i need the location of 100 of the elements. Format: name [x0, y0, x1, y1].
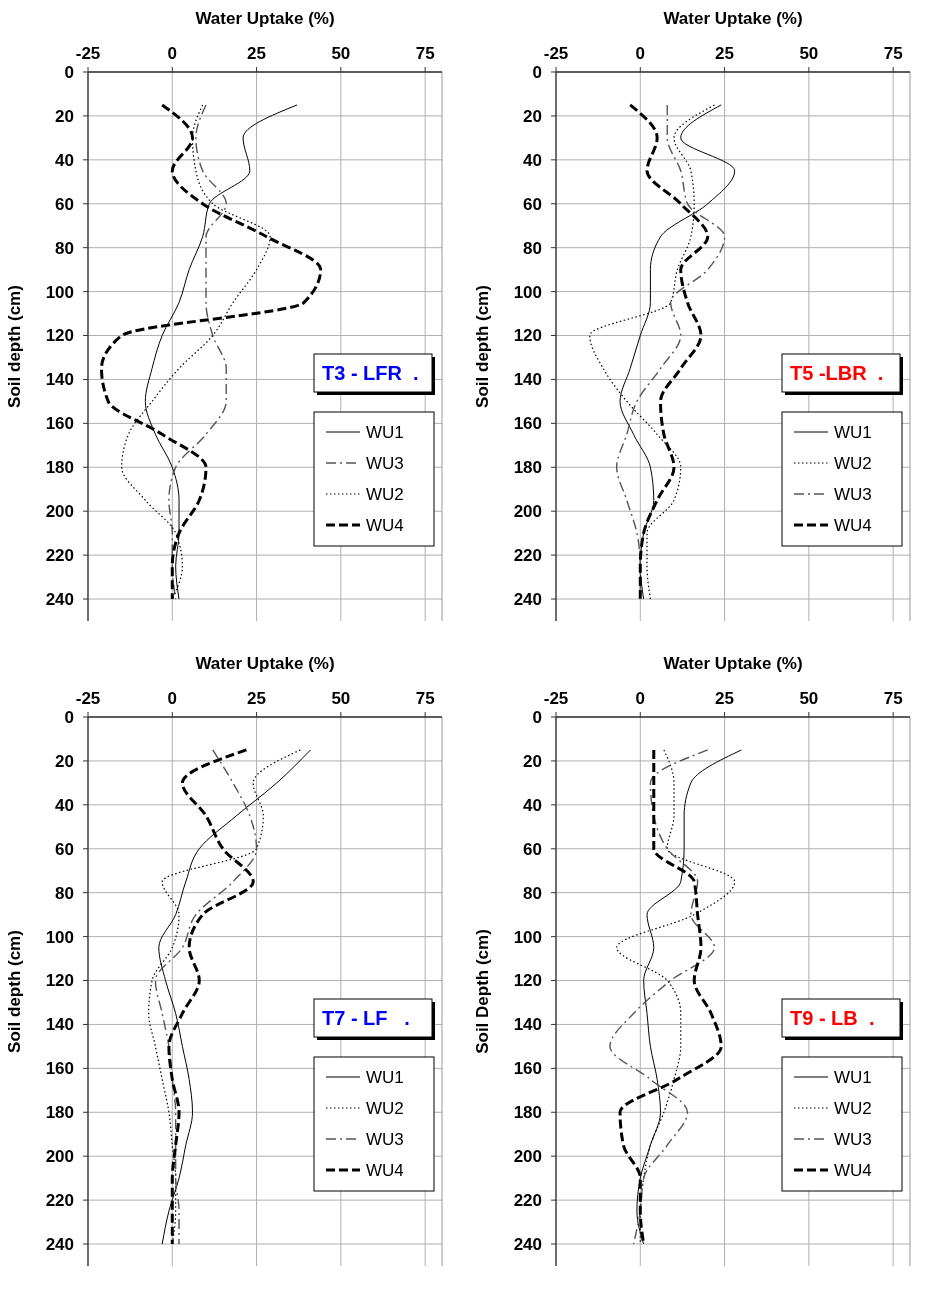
y-tick-label: 60 — [523, 839, 542, 859]
y-tick-label: 60 — [55, 839, 74, 859]
y-tick-label: 60 — [523, 194, 542, 214]
annotation: T7 - LF . — [322, 1007, 410, 1029]
x-tick-label: 0 — [635, 689, 646, 708]
y-tick-label: 100 — [513, 927, 542, 947]
y-tick-label: 20 — [523, 751, 542, 771]
x-axis-title: Water Uptake (%) — [195, 9, 335, 28]
legend-label: WU1 — [834, 1067, 872, 1087]
y-tick-label: 0 — [64, 62, 74, 82]
y-tick-label: 220 — [513, 546, 542, 566]
annotation: T5 -LBR . — [790, 362, 884, 384]
x-tick-label: 75 — [415, 44, 435, 63]
x-tick-label: 75 — [415, 689, 435, 708]
y-tick-label: 200 — [513, 1147, 542, 1167]
y-tick-label: 80 — [55, 883, 74, 903]
legend-label: WU1 — [366, 1067, 404, 1087]
y-tick-label: 200 — [45, 1147, 74, 1167]
y-tick-label: 20 — [523, 106, 542, 126]
y-tick-label: 240 — [513, 589, 542, 609]
y-tick-label: 200 — [45, 502, 74, 522]
y-tick-label: 180 — [45, 458, 74, 478]
legend-label: WU4 — [366, 515, 404, 535]
legend-label: WU1 — [834, 422, 872, 442]
x-tick-label: -25 — [543, 689, 569, 708]
x-tick-label: -25 — [75, 44, 101, 63]
y-tick-label: 0 — [532, 62, 542, 82]
y-tick-label: 60 — [55, 194, 74, 214]
legend-label: WU3 — [834, 484, 872, 504]
y-tick-label: 40 — [523, 795, 542, 815]
y-tick-label: 140 — [45, 370, 74, 390]
y-tick-label: 20 — [55, 751, 74, 771]
y-tick-label: 240 — [45, 1234, 74, 1254]
x-tick-label: 25 — [715, 44, 735, 63]
y-tick-label: 200 — [513, 502, 542, 522]
y-tick-label: 100 — [45, 282, 74, 302]
y-axis-title: Soil depth (cm) — [473, 285, 492, 408]
x-tick-label: 50 — [331, 689, 351, 708]
y-tick-label: 120 — [513, 971, 542, 991]
y-tick-label: 140 — [513, 370, 542, 390]
x-axis-title: Water Uptake (%) — [195, 654, 335, 673]
y-tick-label: 220 — [45, 546, 74, 566]
y-tick-label: 120 — [513, 326, 542, 346]
y-axis-title: Soil Depth (cm) — [473, 929, 492, 1054]
y-tick-label: 80 — [55, 238, 74, 258]
x-tick-label: 50 — [799, 689, 819, 708]
y-axis-title: Soil depth (cm) — [5, 285, 24, 408]
legend-label: WU4 — [366, 1160, 404, 1180]
y-tick-label: 100 — [45, 927, 74, 947]
annotation: T3 - LFR . — [322, 362, 419, 384]
x-tick-label: 25 — [715, 689, 735, 708]
y-tick-label: 0 — [532, 707, 542, 727]
x-axis-title: Water Uptake (%) — [663, 9, 803, 28]
y-tick-label: 40 — [55, 795, 74, 815]
y-tick-label: 140 — [513, 1015, 542, 1035]
x-tick-label: 0 — [635, 44, 646, 63]
y-tick-label: 120 — [45, 971, 74, 991]
y-tick-label: 140 — [45, 1015, 74, 1035]
x-axis-title: Water Uptake (%) — [663, 654, 803, 673]
y-tick-label: 40 — [523, 150, 542, 170]
annotation: T9 - LB . — [790, 1007, 875, 1029]
y-tick-label: 80 — [523, 238, 542, 258]
y-tick-label: 100 — [513, 282, 542, 302]
y-axis-title: Soil depth (cm) — [5, 930, 24, 1053]
y-tick-label: 160 — [513, 1059, 542, 1079]
x-tick-label: 25 — [247, 689, 267, 708]
legend-label: WU2 — [366, 484, 404, 504]
y-tick-label: 220 — [513, 1191, 542, 1211]
legend-label: WU3 — [366, 1129, 404, 1149]
y-tick-label: 160 — [45, 414, 74, 434]
legend-label: WU2 — [834, 453, 872, 473]
x-tick-label: 0 — [167, 689, 178, 708]
y-tick-label: 120 — [45, 326, 74, 346]
y-tick-label: 240 — [45, 589, 74, 609]
x-tick-label: 50 — [799, 44, 819, 63]
x-tick-label: 50 — [331, 44, 351, 63]
y-tick-label: 0 — [64, 707, 74, 727]
y-tick-label: 180 — [513, 458, 542, 478]
legend-label: WU3 — [834, 1129, 872, 1149]
legend-label: WU4 — [834, 515, 872, 535]
legend-label: WU3 — [366, 453, 404, 473]
y-tick-label: 160 — [513, 414, 542, 434]
legend-label: WU4 — [834, 1160, 872, 1180]
y-tick-label: 240 — [513, 1234, 542, 1254]
x-tick-label: 25 — [247, 44, 267, 63]
y-tick-label: 80 — [523, 883, 542, 903]
y-tick-label: 160 — [45, 1059, 74, 1079]
legend-label: WU2 — [366, 1098, 404, 1118]
y-tick-label: 180 — [513, 1103, 542, 1123]
x-tick-label: -25 — [543, 44, 569, 63]
y-tick-label: 20 — [55, 106, 74, 126]
legend-label: WU1 — [366, 422, 404, 442]
y-tick-label: 180 — [45, 1103, 74, 1123]
x-tick-label: -25 — [75, 689, 101, 708]
x-tick-label: 0 — [167, 44, 178, 63]
y-tick-label: 220 — [45, 1191, 74, 1211]
x-tick-label: 75 — [883, 689, 903, 708]
y-tick-label: 40 — [55, 150, 74, 170]
x-tick-label: 75 — [883, 44, 903, 63]
legend-label: WU2 — [834, 1098, 872, 1118]
